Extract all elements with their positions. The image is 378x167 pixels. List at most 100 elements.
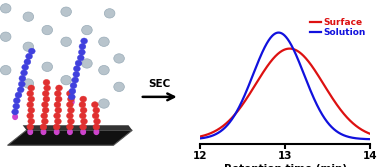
Circle shape [42,118,48,124]
Circle shape [68,118,74,124]
Circle shape [54,113,60,119]
Polygon shape [8,130,132,145]
Circle shape [70,82,77,89]
Circle shape [68,96,74,102]
Circle shape [28,85,35,91]
Legend: Surface, Solution: Surface, Solution [310,18,366,37]
Ellipse shape [28,129,33,134]
Circle shape [53,124,60,130]
Solution [276,32,281,34]
Circle shape [44,85,51,91]
Circle shape [104,9,115,18]
Circle shape [67,102,73,108]
Circle shape [114,82,124,92]
Circle shape [67,91,73,97]
Circle shape [40,124,47,130]
Circle shape [81,118,87,124]
Surface [198,135,203,137]
Line: Solution: Solution [200,33,370,139]
Circle shape [19,81,25,87]
Circle shape [93,107,100,113]
Ellipse shape [41,129,46,134]
Ellipse shape [81,129,85,134]
Solution [276,32,281,34]
Circle shape [42,91,49,97]
Circle shape [114,54,124,63]
Circle shape [80,96,87,102]
Circle shape [61,37,71,46]
Solution [198,137,203,139]
Surface [281,49,285,51]
Circle shape [54,91,61,97]
Circle shape [21,70,28,76]
Circle shape [42,107,49,113]
Circle shape [75,60,82,66]
Solution [368,138,373,140]
Ellipse shape [54,129,59,134]
Surface [363,131,368,133]
Circle shape [41,113,48,119]
Circle shape [27,91,34,97]
Circle shape [79,102,86,108]
Circle shape [23,12,34,21]
Circle shape [13,98,20,104]
Solution [363,138,368,140]
Circle shape [12,109,19,115]
Circle shape [56,85,62,91]
Circle shape [61,7,71,16]
Ellipse shape [13,114,17,119]
Circle shape [55,107,62,113]
Solution [207,136,211,138]
Circle shape [26,53,33,59]
Circle shape [42,102,48,108]
Circle shape [43,96,50,102]
Circle shape [99,37,109,46]
Circle shape [67,113,73,119]
Solution [281,33,285,35]
Circle shape [55,96,62,102]
Circle shape [99,65,109,75]
Circle shape [27,124,34,130]
Circle shape [28,48,35,54]
Circle shape [42,62,53,71]
Ellipse shape [70,99,74,104]
Circle shape [93,124,100,130]
Circle shape [91,102,98,108]
Circle shape [28,118,35,124]
Surface [363,131,368,133]
Circle shape [54,118,61,124]
Circle shape [68,94,75,100]
Circle shape [23,79,34,88]
Circle shape [43,79,50,86]
Circle shape [61,75,71,85]
Polygon shape [23,125,132,130]
Circle shape [0,32,11,41]
Circle shape [17,87,24,93]
Circle shape [69,88,76,94]
Circle shape [73,66,80,72]
Circle shape [28,107,35,113]
Circle shape [92,113,99,119]
Circle shape [13,103,20,109]
Circle shape [81,38,88,44]
Circle shape [22,64,29,70]
Ellipse shape [94,129,99,134]
Circle shape [0,4,11,13]
Circle shape [24,59,31,65]
Circle shape [67,124,73,130]
X-axis label: Retention time (min): Retention time (min) [224,164,347,167]
Circle shape [27,102,34,108]
Circle shape [68,107,74,113]
Circle shape [79,49,85,55]
Circle shape [77,55,84,61]
Surface [207,133,211,135]
Surface [276,52,281,54]
Circle shape [82,25,92,35]
Circle shape [28,96,35,102]
Circle shape [42,25,53,35]
Circle shape [99,99,109,108]
Circle shape [0,65,11,75]
Circle shape [82,59,92,68]
Circle shape [15,92,22,98]
Circle shape [19,75,26,81]
